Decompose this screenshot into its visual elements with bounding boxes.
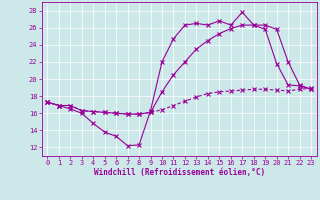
X-axis label: Windchill (Refroidissement éolien,°C): Windchill (Refroidissement éolien,°C) bbox=[94, 168, 265, 177]
